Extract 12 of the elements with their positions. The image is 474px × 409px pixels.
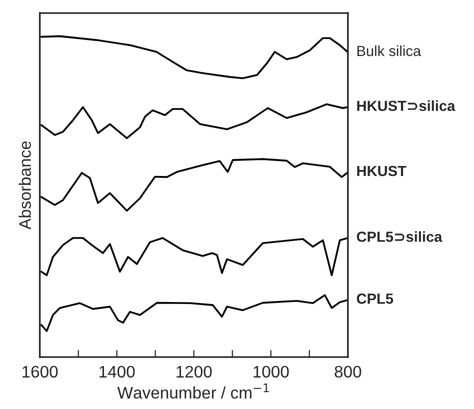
x-tick-label: 1600 — [22, 366, 58, 378]
x-axis-title: Wavenumber / cm$^{−1}$ — [117, 384, 269, 399]
y-axis-title: Absorbance — [18, 141, 31, 230]
series-label: CPL5⊃silica — [356, 231, 442, 242]
x-tick-label: 800 — [334, 366, 362, 378]
series-label: HKUST⊃silica — [357, 100, 456, 112]
series-label: CPL5 — [356, 294, 394, 304]
series-label: Bulk silica — [357, 45, 422, 56]
series-label: HKUST — [357, 166, 406, 176]
x-tick-label: 1000 — [254, 366, 289, 378]
x-tick-label: 1400 — [100, 366, 135, 378]
x-tick-label: 1200 — [176, 366, 212, 378]
